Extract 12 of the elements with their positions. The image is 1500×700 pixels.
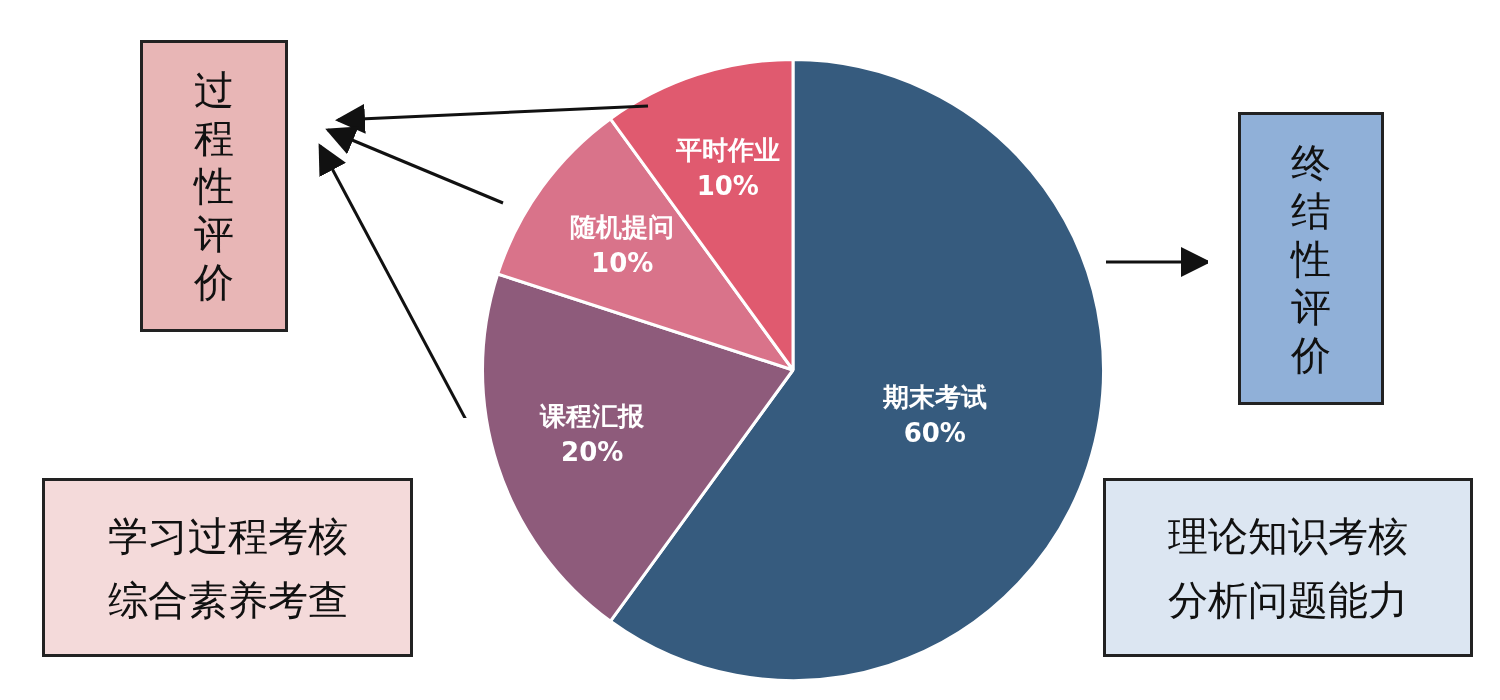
data-label: 10% <box>696 170 759 201</box>
text: 理论知识考核分析问题能力 <box>1167 511 1409 625</box>
text: 学习过程考核综合素养考查 <box>106 511 349 625</box>
slice-label: 课程汇报 <box>539 401 646 431</box>
data-label: 20% <box>561 437 624 467</box>
slice-label: 平时作业 <box>674 134 780 165</box>
slice-label: 期末考试 <box>881 381 987 412</box>
text: 终结性评价 <box>1289 138 1332 379</box>
data-label: 10% <box>591 247 654 278</box>
text: 过程性评价 <box>192 66 235 306</box>
data-label: 60% <box>903 417 966 448</box>
slice-label: 随机提问 <box>570 211 675 242</box>
